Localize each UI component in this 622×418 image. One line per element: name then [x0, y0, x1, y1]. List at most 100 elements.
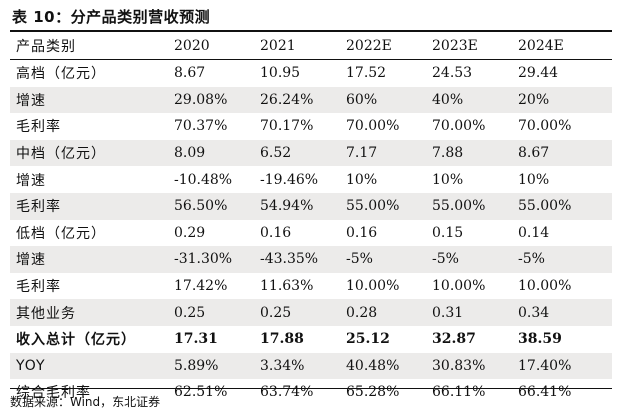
table-cell: 40.48%	[340, 352, 426, 380]
source-note: 数据来源：Wind，东北证券	[10, 395, 161, 409]
table-cell: 20%	[512, 86, 612, 114]
row-label: 毛利率	[10, 192, 168, 220]
table-cell: 0.16	[346, 224, 378, 241]
header-cell: 2020	[168, 33, 254, 60]
table-cell: 0.29	[174, 224, 206, 241]
table-cell: -5%	[426, 246, 512, 273]
table-cell: 0.15	[432, 224, 464, 241]
table-cell: 62.51%	[174, 384, 228, 401]
row-label: 综合毛利率	[16, 385, 91, 402]
row-label: 增速	[16, 172, 46, 189]
table-row: 增速 -10.48% -19.46% 10% 10% 10%	[10, 166, 612, 193]
table-cell: 8.09	[168, 139, 254, 167]
table-cell: 10%	[432, 171, 464, 188]
table-cell: 7.17	[340, 139, 426, 167]
table-cell: 0.25	[254, 299, 340, 326]
table-cell: 29.08%	[168, 86, 254, 114]
table-cell: 17.42%	[174, 278, 228, 295]
table-cell: 55.00%	[426, 192, 512, 220]
table-row: YOY 5.89% 3.34% 40.48% 30.83% 17.40%	[10, 352, 612, 380]
table-cell: 63.74%	[260, 384, 314, 401]
table-cell: 0.25	[168, 299, 254, 326]
table-cell: 5.89%	[168, 352, 254, 380]
row-label: 高档（亿元）	[16, 66, 106, 83]
row-label: 其他业务	[10, 299, 168, 326]
table-cell: 56.50%	[168, 192, 254, 220]
table-cell: -19.46%	[260, 171, 319, 188]
table-cell: 6.52	[254, 139, 340, 167]
table-cell: 66.11%	[432, 384, 486, 401]
table-row: 其他业务 0.25 0.25 0.28 0.31 0.34	[10, 299, 612, 326]
table-cell: 70.00%	[432, 118, 486, 135]
table-cell: -5%	[512, 246, 612, 273]
table-cell: 66.41%	[518, 384, 572, 401]
table-cell: 70.00%	[518, 118, 572, 135]
header-cell: 2022E	[340, 33, 426, 60]
table-cell: 38.59	[518, 331, 562, 348]
row-label: 中档（亿元）	[10, 139, 168, 167]
header-cell: 2021	[254, 33, 340, 60]
header-cell: 2023E	[426, 33, 512, 60]
row-label: 毛利率	[16, 119, 61, 136]
table-row: 中档（亿元） 8.09 6.52 7.17 7.88 8.67	[10, 139, 612, 167]
table-cell: 0.14	[518, 224, 550, 241]
row-label: YOY	[10, 352, 168, 380]
row-label: 增速	[10, 246, 168, 273]
table-cell: 17.40%	[512, 352, 612, 380]
table-cell: 26.24%	[254, 86, 340, 114]
top-rule	[10, 30, 612, 32]
table-body: 高档（亿元） 8.67 10.95 17.52 24.53 29.44 增速 29.08% 26…	[10, 60, 612, 406]
table-cell: 70.17%	[260, 118, 314, 135]
table-cell: 3.34%	[254, 352, 340, 380]
table-cell: 10.00%	[346, 278, 400, 295]
table-cell: 24.53	[432, 65, 473, 82]
table-cell: 7.88	[426, 139, 512, 167]
table-cell: 70.37%	[174, 118, 228, 135]
table-row: 增速 -31.30% -43.35% -5% -5% -5%	[10, 246, 612, 273]
row-label: 增速	[10, 86, 168, 114]
bottom-rule	[10, 388, 612, 389]
forecast-table: 产品类别 2020 2021 2022E 2023E 2024E 高档（亿元） 8…	[10, 33, 612, 406]
table-cell: 60%	[340, 86, 426, 114]
table-cell: 0.16	[260, 224, 292, 241]
table-row: 毛利率 56.50% 54.94% 55.00% 55.00% 55.00%	[10, 192, 612, 220]
table-cell: -31.30%	[168, 246, 254, 273]
row-label: 毛利率	[16, 279, 61, 296]
table-cell: 54.94%	[254, 192, 340, 220]
table-cell: 17.52	[346, 65, 387, 82]
table-row: 收入总计（亿元） 17.31 17.88 25.12 32.87 38.59	[10, 326, 612, 353]
table-row: 毛利率 70.37% 70.17% 70.00% 70.00% 70.00%	[10, 113, 612, 140]
table-row: 毛利率 17.42% 11.63% 10.00% 10.00% 10.00%	[10, 273, 612, 300]
table-row: 增速 29.08% 26.24% 60% 40% 20%	[10, 86, 612, 114]
table-cell: 10.00%	[518, 278, 572, 295]
table-cell: -10.48%	[174, 171, 233, 188]
table-cell: 25.12	[346, 331, 390, 348]
table-cell: -43.35%	[254, 246, 340, 273]
table-row: 低档（亿元） 0.29 0.16 0.16 0.15 0.14	[10, 220, 612, 247]
table-row: 高档（亿元） 8.67 10.95 17.52 24.53 29.44	[10, 60, 612, 87]
header-row: 产品类别 2020 2021 2022E 2023E 2024E	[10, 33, 612, 60]
table-cell: 29.44	[518, 65, 559, 82]
table-cell: 10.00%	[432, 278, 486, 295]
table-cell: 55.00%	[512, 192, 612, 220]
table-cell: 10%	[518, 171, 550, 188]
table-cell: 40%	[426, 86, 512, 114]
table-cell: 10.95	[260, 65, 301, 82]
table-cell: 0.31	[426, 299, 512, 326]
row-label: 低档（亿元）	[16, 225, 106, 242]
table-cell: -5%	[340, 246, 426, 273]
table-cell: 11.63%	[260, 278, 314, 295]
table-cell: 17.31	[174, 331, 218, 348]
table-cell: 8.67	[512, 139, 612, 167]
table-cell: 70.00%	[346, 118, 400, 135]
header-cell: 产品类别	[10, 33, 168, 60]
table-cell: 0.28	[340, 299, 426, 326]
table-cell: 32.87	[432, 331, 476, 348]
table-cell: 55.00%	[340, 192, 426, 220]
header-cell: 2024E	[512, 33, 612, 60]
row-label: 收入总计（亿元）	[16, 332, 136, 349]
table-cell: 0.34	[512, 299, 612, 326]
table-cell: 8.67	[174, 65, 206, 82]
table-cell: 30.83%	[426, 352, 512, 380]
table-cell: 17.88	[260, 331, 304, 348]
